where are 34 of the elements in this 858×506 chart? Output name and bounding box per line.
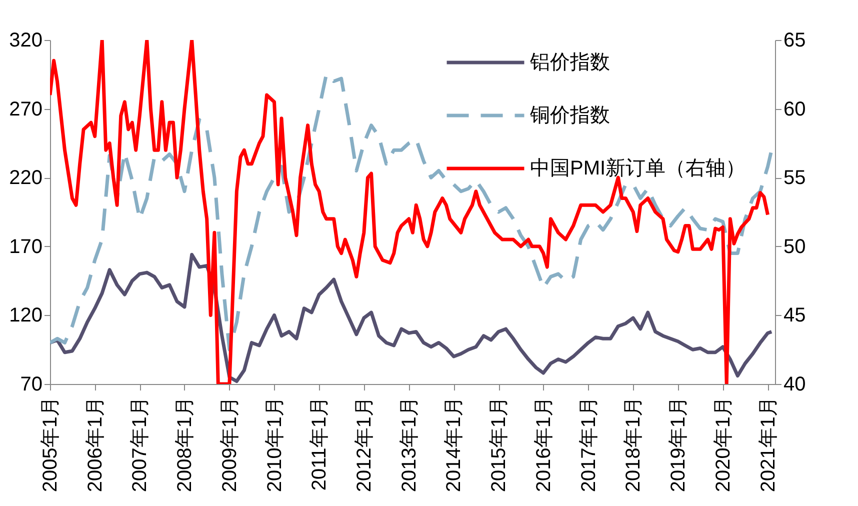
- y-tick-label: 270: [9, 98, 42, 120]
- x-tick-label: 2010年1月: [264, 396, 286, 492]
- y-tick-label: 170: [9, 236, 42, 258]
- y2-tick-label: 40: [784, 374, 806, 396]
- x-tick-label: 2014年1月: [443, 396, 466, 492]
- y2-tick-label: 65: [784, 30, 806, 52]
- x-tick-label: 2019年1月: [667, 396, 690, 492]
- x-tick-label: 2009年1月: [218, 396, 241, 492]
- x-tick-label: 2012年1月: [353, 396, 376, 492]
- x-tick-label: 2016年1月: [532, 396, 555, 492]
- x-tick-label: 2020年1月: [712, 396, 734, 492]
- y2-tick-label: 55: [784, 167, 806, 190]
- y-tick-label: 320: [9, 30, 42, 52]
- x-tick-label: 2006年1月: [84, 396, 106, 492]
- y2-tick-label: 45: [784, 304, 806, 327]
- y-tick-label: 70: [20, 374, 42, 396]
- x-tick-label: 2013年1月: [398, 396, 420, 492]
- x-tick-label: 2005年1月: [40, 396, 62, 492]
- x-tick-label: 2008年1月: [174, 396, 196, 492]
- y2-tick-label: 50: [784, 236, 806, 258]
- legend-label: 中国PMI新订单（右轴）: [530, 158, 746, 180]
- x-tick-label: 2018年1月: [622, 396, 645, 492]
- y-tick-label: 220: [9, 167, 42, 190]
- x-tick-label: 2017年1月: [578, 396, 600, 492]
- line-series: [50, 40, 770, 384]
- legend-label: 铝价指数: [529, 52, 610, 74]
- y-tick-label: 120: [9, 304, 42, 327]
- line-series: [50, 252, 774, 383]
- x-tick-label: 2011年1月: [308, 396, 331, 491]
- y2-tick-label: 60: [784, 98, 806, 120]
- x-tick-label: 2015年1月: [488, 396, 510, 492]
- x-tick-label: 2021年1月: [757, 396, 780, 492]
- legend-label: 铜价指数: [529, 104, 610, 126]
- x-tick-label: 2007年1月: [129, 396, 152, 492]
